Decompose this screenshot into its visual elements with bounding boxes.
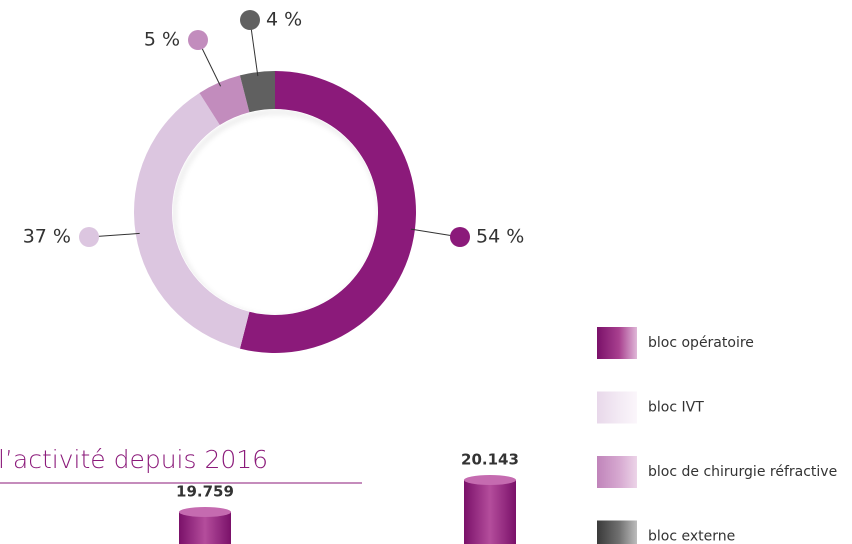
donut-segment bbox=[239, 71, 275, 113]
label-dot bbox=[188, 30, 208, 50]
bar-top bbox=[464, 475, 516, 485]
value-label: 4 % bbox=[266, 9, 302, 31]
legend-swatch bbox=[597, 520, 637, 544]
legend-label: bloc opératoire bbox=[648, 335, 754, 351]
legend-swatch bbox=[597, 327, 637, 359]
bar-top bbox=[179, 507, 231, 517]
label-dot bbox=[450, 227, 470, 247]
legend-swatch bbox=[597, 391, 637, 424]
label-dot bbox=[79, 227, 99, 247]
donut-segment bbox=[199, 75, 250, 126]
donut-segment bbox=[134, 92, 250, 349]
bar bbox=[464, 480, 516, 544]
legend-swatch bbox=[597, 456, 637, 488]
donut-segment bbox=[239, 71, 417, 354]
value-label: 37 % bbox=[23, 226, 71, 248]
value-label: 19.759 bbox=[176, 483, 234, 501]
legend-label: bloc de chirurgie réfractive bbox=[648, 464, 837, 480]
legend-label: bloc IVT bbox=[648, 400, 704, 416]
value-label: 54 % bbox=[476, 226, 524, 248]
donut-shadow bbox=[171, 108, 379, 316]
value-label: 5 % bbox=[144, 29, 180, 51]
label-dot bbox=[240, 10, 260, 30]
legend-label: bloc externe bbox=[648, 529, 735, 544]
bar bbox=[179, 512, 231, 544]
value-label: 20.143 bbox=[461, 451, 519, 469]
chart-title: l’activité depuis 2016 bbox=[0, 445, 268, 474]
